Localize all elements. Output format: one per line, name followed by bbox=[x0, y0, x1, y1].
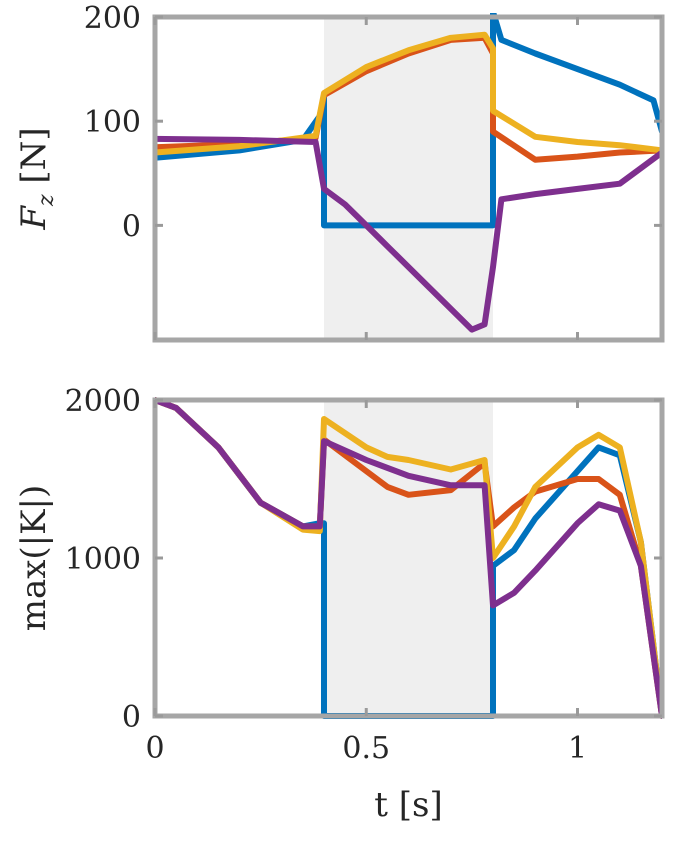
series-line-3 bbox=[155, 135, 662, 333]
y-tick-label: 200 bbox=[84, 1, 141, 36]
series-line-2 bbox=[155, 31, 662, 156]
y-tick-label: 2000 bbox=[65, 384, 141, 419]
y-tick-label: 0 bbox=[122, 209, 141, 244]
x-tick-label: 0.5 bbox=[342, 731, 390, 766]
bottom-panel-max-k: 0 1000 2000 0 0.5 1 max(|K|) t [s] bbox=[14, 384, 665, 825]
x-axis-label: t [s] bbox=[374, 785, 442, 825]
top-panel-fz: 0 100 200 Fz [N] bbox=[14, 1, 665, 343]
x-tick-label: 0 bbox=[145, 731, 164, 766]
y-tick-label: 0 bbox=[122, 700, 141, 735]
shaded-interval bbox=[324, 17, 493, 340]
axes-frame bbox=[152, 14, 665, 343]
y-tick-label: 1000 bbox=[65, 542, 141, 577]
y-tick-label: 100 bbox=[84, 105, 141, 140]
series-group bbox=[155, 13, 662, 333]
y-axis-label: Fz [N] bbox=[14, 127, 59, 230]
x-tick-label: 1 bbox=[568, 731, 587, 766]
shaded-interval bbox=[324, 400, 493, 716]
y-axis-label: max(|K|) bbox=[14, 485, 54, 632]
series-line-3 bbox=[155, 397, 662, 719]
